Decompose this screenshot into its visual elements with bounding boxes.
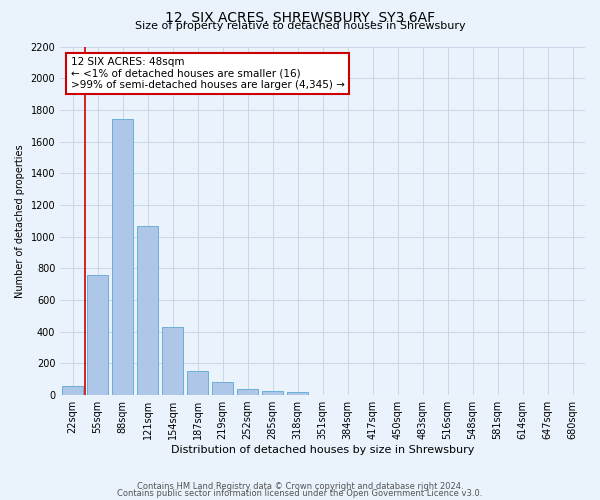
Bar	[262, 391, 283, 395]
Bar	[212, 382, 233, 395]
Bar	[87, 274, 108, 395]
Bar	[237, 388, 258, 395]
Y-axis label: Number of detached properties: Number of detached properties	[15, 144, 25, 298]
Text: Contains HM Land Registry data © Crown copyright and database right 2024.: Contains HM Land Registry data © Crown c…	[137, 482, 463, 491]
X-axis label: Distribution of detached houses by size in Shrewsbury: Distribution of detached houses by size …	[171, 445, 474, 455]
Bar	[287, 392, 308, 395]
Bar	[112, 120, 133, 395]
Bar	[62, 386, 83, 395]
Bar	[162, 327, 183, 395]
Text: Size of property relative to detached houses in Shrewsbury: Size of property relative to detached ho…	[134, 21, 466, 31]
Bar	[187, 370, 208, 395]
Text: Contains public sector information licensed under the Open Government Licence v3: Contains public sector information licen…	[118, 490, 482, 498]
Text: 12, SIX ACRES, SHREWSBURY, SY3 6AF: 12, SIX ACRES, SHREWSBURY, SY3 6AF	[165, 11, 435, 25]
Bar	[137, 226, 158, 395]
Text: 12 SIX ACRES: 48sqm
← <1% of detached houses are smaller (16)
>99% of semi-detac: 12 SIX ACRES: 48sqm ← <1% of detached ho…	[71, 57, 344, 90]
